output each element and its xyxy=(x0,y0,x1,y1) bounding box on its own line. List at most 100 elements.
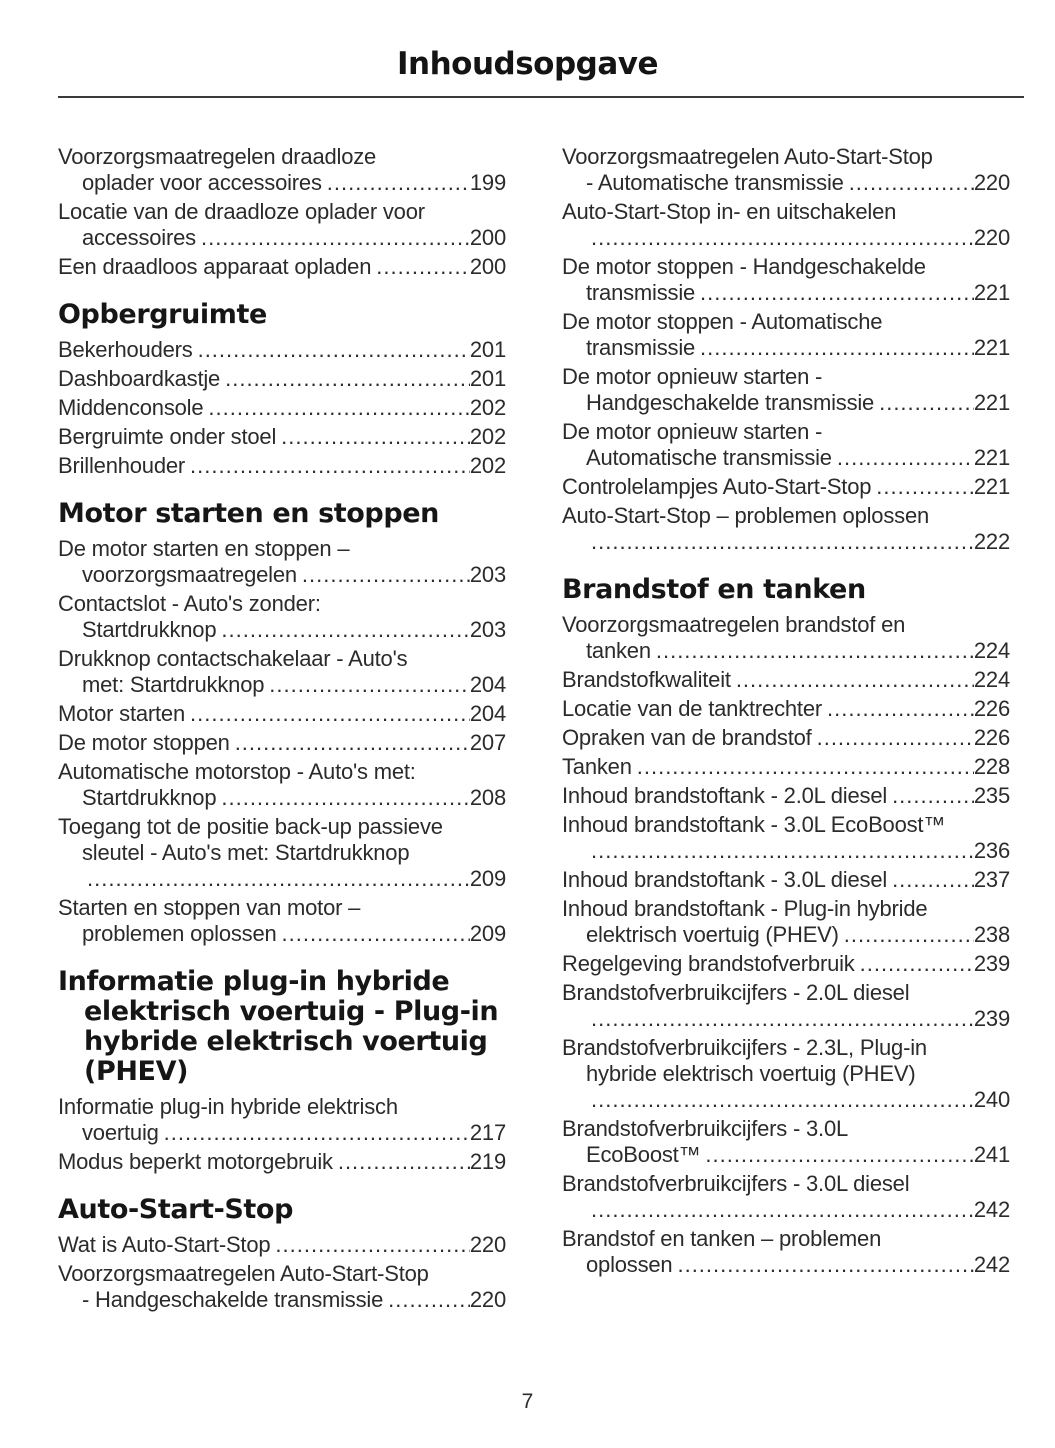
entry-last-line: transmissie.............................… xyxy=(562,280,1010,306)
toc-entry: Middenconsole...........................… xyxy=(58,395,506,421)
toc-entry: Locatie van de draadloze oplader voor acc… xyxy=(58,199,506,251)
page-ref: 201 xyxy=(469,366,506,391)
entry-line: sleutel - Auto's met: Startdrukknop xyxy=(82,840,410,865)
entry-last-line: Motor starten...........................… xyxy=(58,701,506,727)
entry-label: Opraken van de brandstof xyxy=(562,725,812,750)
entry-line: De motor stoppen - Handgeschakelde xyxy=(562,254,926,279)
dot-leader: ........................................… xyxy=(281,424,470,449)
toc-entry: Inhoud brandstoftank - Plug-in hybride el… xyxy=(562,896,1010,948)
entry-last-line: Automatische transmissie................… xyxy=(562,445,1010,471)
entry-label: Regelgeving brandstofverbruik xyxy=(562,951,855,976)
entry-label: Startdrukknop xyxy=(82,617,217,642)
toc-entry: Starten en stoppen van motor – problemen … xyxy=(58,895,506,947)
toc-entry: Brandstofverbruikcijfers - 2.3L, Plug-in… xyxy=(562,1035,1010,1113)
dot-leader: ........................................… xyxy=(591,838,974,863)
page-ref: 222 xyxy=(973,529,1010,554)
toc-entry: Dashboardkastje.........................… xyxy=(58,366,506,392)
dot-leader: ........................................… xyxy=(190,701,470,726)
entry-last-line: Startdrukknop...........................… xyxy=(58,617,506,643)
section-heading: Motor starten en stoppen xyxy=(58,499,506,529)
heading-line: hybride elektrisch voertuig xyxy=(84,1026,488,1057)
heading-line: elektrisch voertuig - Plug-in xyxy=(84,996,499,1027)
entry-label: Automatische transmissie xyxy=(586,445,832,470)
toc-entry: Bergruimte onder stoel..................… xyxy=(58,424,506,450)
page-ref: 236 xyxy=(973,838,1010,863)
entry-last-line: Opraken van de brandstof................… xyxy=(562,725,1010,751)
entry-label: Tanken xyxy=(562,754,632,779)
page-ref: 219 xyxy=(469,1149,506,1174)
heading-line: Opbergruimte xyxy=(58,299,267,330)
dot-leader: ........................................… xyxy=(190,453,470,478)
page-ref: 239 xyxy=(973,951,1010,976)
toc-entry: Controlelampjes Auto-Start-Stop.........… xyxy=(562,474,1010,500)
heading-line: (PHEV) xyxy=(84,1056,189,1087)
entry-last-line: - Automatische transmissie..............… xyxy=(562,170,1010,196)
toc-entry: De motor stoppen........................… xyxy=(58,730,506,756)
entry-last-line: ........................................… xyxy=(562,838,1010,864)
entry-last-line: Middenconsole...........................… xyxy=(58,395,506,421)
entry-last-line: Controlelampjes Auto-Start-Stop.........… xyxy=(562,474,1010,500)
toc-entry: De motor opnieuw starten - Handgeschakeld… xyxy=(562,364,1010,416)
page-ref: 224 xyxy=(973,638,1010,663)
section-heading: Opbergruimte xyxy=(58,300,506,330)
page-ref: 200 xyxy=(469,225,506,250)
footer-page-number: 7 xyxy=(521,1390,534,1413)
toc-entry: Tanken..................................… xyxy=(562,754,1010,780)
toc-entry: Voorzorgsmaatregelen brandstof en tanken.… xyxy=(562,612,1010,664)
dot-leader: ........................................… xyxy=(848,170,974,195)
toc-entry: Auto-Start-Stop in- en uitschakelen.....… xyxy=(562,199,1010,251)
entry-last-line: ........................................… xyxy=(562,1087,1010,1113)
page-ref: 220 xyxy=(469,1287,506,1312)
toc-entry: De motor starten en stoppen – voorzorgsma… xyxy=(58,536,506,588)
dot-leader: ........................................… xyxy=(221,617,470,642)
entry-label: Modus beperkt motorgebruik xyxy=(58,1149,333,1174)
entry-label: accessoires xyxy=(82,225,196,250)
page-ref: 204 xyxy=(469,672,506,697)
entry-label: transmissie xyxy=(586,335,696,360)
title-divider xyxy=(58,96,1024,98)
dot-leader: ........................................… xyxy=(376,254,470,279)
dot-leader: ........................................… xyxy=(163,1120,470,1145)
toc-entry: Motor starten...........................… xyxy=(58,701,506,727)
dot-leader: ........................................… xyxy=(677,1252,973,1277)
dot-leader: ........................................… xyxy=(816,725,974,750)
entry-line: De motor opnieuw starten - xyxy=(562,364,823,389)
page-ref: 235 xyxy=(973,783,1010,808)
toc-entry: Inhoud brandstoftank - 2.0L diesel......… xyxy=(562,783,1010,809)
entry-line: Brandstofverbruikcijfers - 2.3L, Plug-in xyxy=(562,1035,927,1060)
dot-leader: ........................................… xyxy=(87,866,470,891)
page-ref: 203 xyxy=(469,617,506,642)
entry-line: Brandstofverbruikcijfers - 3.0L diesel xyxy=(562,1171,910,1196)
dot-leader: ........................................… xyxy=(876,474,974,499)
entry-line: Contactslot - Auto's zonder: xyxy=(58,591,321,616)
heading-line: Motor starten en stoppen xyxy=(58,498,439,529)
page-ref: 242 xyxy=(973,1197,1010,1222)
page-ref: 226 xyxy=(973,696,1010,721)
page-ref: 221 xyxy=(973,445,1010,470)
entry-label: Handgeschakelde transmissie xyxy=(586,390,875,415)
heading-line: Auto-Start-Stop xyxy=(58,1194,294,1225)
toc-entry: Informatie plug-in hybride elektrisch voe… xyxy=(58,1094,506,1146)
entry-line: hybride elektrisch voertuig (PHEV) xyxy=(586,1061,916,1086)
entry-label: Inhoud brandstoftank - 2.0L diesel xyxy=(562,783,888,808)
entry-label: oplader voor accessoires xyxy=(82,170,322,195)
toc-entry: Brandstofverbruikcijfers - 3.0L EcoBoost™… xyxy=(562,1116,1010,1168)
entry-label: voorzorgsmaatregelen xyxy=(82,562,297,587)
entry-label: - Automatische transmissie xyxy=(586,170,844,195)
entry-label: Een draadloos apparaat opladen xyxy=(58,254,372,279)
entry-last-line: elektrisch voertuig (PHEV)..............… xyxy=(562,922,1010,948)
entry-label: Brillenhouder xyxy=(58,453,186,478)
entry-last-line: Wat is Auto-Start-Stop..................… xyxy=(58,1232,506,1258)
toc-entry: De motor opnieuw starten - Automatische t… xyxy=(562,419,1010,471)
entry-line: Inhoud brandstoftank - 3.0L EcoBoost™ xyxy=(562,812,946,837)
entry-last-line: problemen oplossen......................… xyxy=(58,921,506,947)
entry-label: oplossen xyxy=(586,1252,673,1277)
entry-line: Informatie plug-in hybride elektrisch xyxy=(58,1094,398,1119)
dot-leader: ........................................… xyxy=(388,1287,470,1312)
dot-leader: ........................................… xyxy=(234,730,470,755)
dot-leader: ........................................… xyxy=(836,445,974,470)
entry-last-line: met: Startdrukknop......................… xyxy=(58,672,506,698)
entry-last-line: Brandstofkwaliteit......................… xyxy=(562,667,1010,693)
toc-entry: Brandstof en tanken – problemen oplossen.… xyxy=(562,1226,1010,1278)
entry-label: met: Startdrukknop xyxy=(82,672,265,697)
